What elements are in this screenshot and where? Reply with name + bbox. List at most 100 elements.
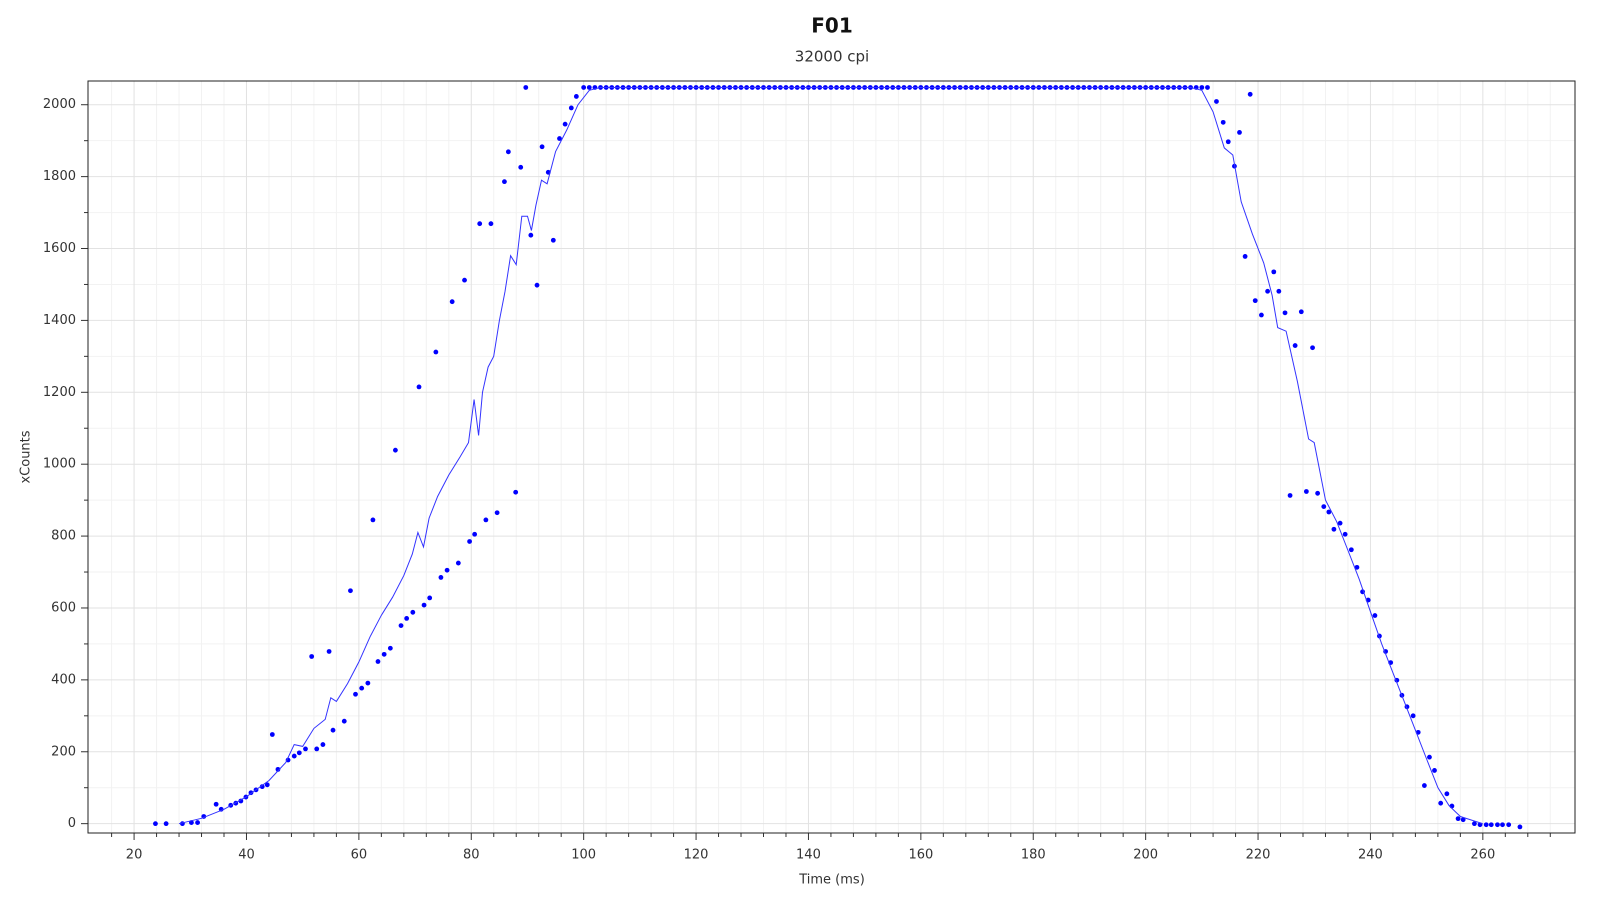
y-tick-label: 1600 <box>43 241 76 256</box>
point <box>163 821 169 827</box>
point <box>291 753 297 759</box>
point <box>348 588 353 594</box>
point <box>1455 816 1461 822</box>
point <box>1488 822 1494 828</box>
point <box>573 94 579 99</box>
point <box>1506 822 1512 828</box>
y-tick-label: 200 <box>51 744 76 759</box>
point <box>1321 504 1327 510</box>
point <box>1242 254 1248 259</box>
point <box>1500 822 1505 828</box>
point <box>557 136 562 141</box>
x-tick-label: 20 <box>126 848 143 863</box>
point <box>1495 822 1500 828</box>
y-tick-label: 1800 <box>43 169 76 184</box>
point <box>213 801 219 807</box>
point <box>427 595 433 601</box>
point <box>387 645 393 651</box>
point <box>195 820 200 825</box>
point <box>550 237 556 243</box>
point <box>1460 817 1466 823</box>
point <box>303 746 308 752</box>
point <box>404 615 410 621</box>
point <box>341 718 347 724</box>
x-tick-label: 60 <box>351 848 368 863</box>
point <box>1220 119 1226 125</box>
point <box>1517 824 1523 830</box>
x-tick-label: 220 <box>1246 848 1271 863</box>
point <box>1483 822 1489 828</box>
line <box>178 87 1483 825</box>
x-tick-label: 180 <box>1021 848 1046 863</box>
point <box>472 531 478 537</box>
point <box>502 179 507 185</box>
point <box>462 277 467 283</box>
point <box>477 221 483 227</box>
point <box>1199 85 1205 90</box>
point <box>1444 791 1450 797</box>
x-tick-label: 260 <box>1470 848 1495 863</box>
point <box>539 144 545 150</box>
point <box>1205 85 1210 90</box>
point <box>1265 288 1270 294</box>
point <box>1315 490 1321 496</box>
point <box>562 121 568 127</box>
chart-title: F01 <box>811 14 853 38</box>
point <box>1287 493 1293 498</box>
x-tick-label: 80 <box>463 848 480 863</box>
point <box>455 560 461 566</box>
point <box>326 649 332 654</box>
point <box>153 821 158 827</box>
point <box>438 575 444 580</box>
point <box>1372 613 1378 618</box>
point <box>1292 343 1298 348</box>
y-tick-label: 0 <box>68 816 76 831</box>
point <box>494 510 500 516</box>
point <box>398 623 404 628</box>
x-tick-label: 100 <box>571 848 596 863</box>
point <box>1310 345 1315 351</box>
point <box>309 654 315 659</box>
x-tick-label: 40 <box>238 848 255 863</box>
point <box>330 727 336 733</box>
point <box>483 517 489 523</box>
point <box>275 766 281 772</box>
x-tick-label: 200 <box>1133 848 1158 863</box>
point <box>1432 768 1437 773</box>
x-tick-label: 140 <box>796 848 821 863</box>
point <box>410 609 416 615</box>
point <box>1438 800 1444 806</box>
point <box>433 349 439 355</box>
point <box>259 784 265 790</box>
point <box>353 691 358 697</box>
point <box>523 85 529 90</box>
point <box>444 567 450 573</box>
y-tick-label: 2000 <box>43 97 76 112</box>
point <box>1282 310 1288 316</box>
point <box>568 105 574 111</box>
point <box>421 602 427 608</box>
point <box>1331 526 1337 532</box>
point <box>1252 298 1258 304</box>
y-tick-label: 800 <box>51 529 76 544</box>
y-tick-label: 1000 <box>43 457 76 472</box>
point <box>1259 312 1264 318</box>
point <box>375 659 381 664</box>
point <box>581 85 587 90</box>
point <box>1410 713 1416 719</box>
point <box>1427 754 1432 760</box>
x-tick-label: 120 <box>684 848 709 863</box>
point <box>381 651 387 657</box>
point <box>1247 91 1253 97</box>
chart-subtitle: 32000 cpi <box>795 48 869 66</box>
point <box>296 750 302 756</box>
point <box>518 164 524 170</box>
point <box>1354 564 1360 570</box>
y-tick-label: 600 <box>51 600 76 615</box>
point <box>1276 288 1282 294</box>
point <box>449 299 455 305</box>
y-tick-label: 1400 <box>43 313 76 328</box>
point <box>314 746 320 752</box>
point <box>1225 139 1231 145</box>
